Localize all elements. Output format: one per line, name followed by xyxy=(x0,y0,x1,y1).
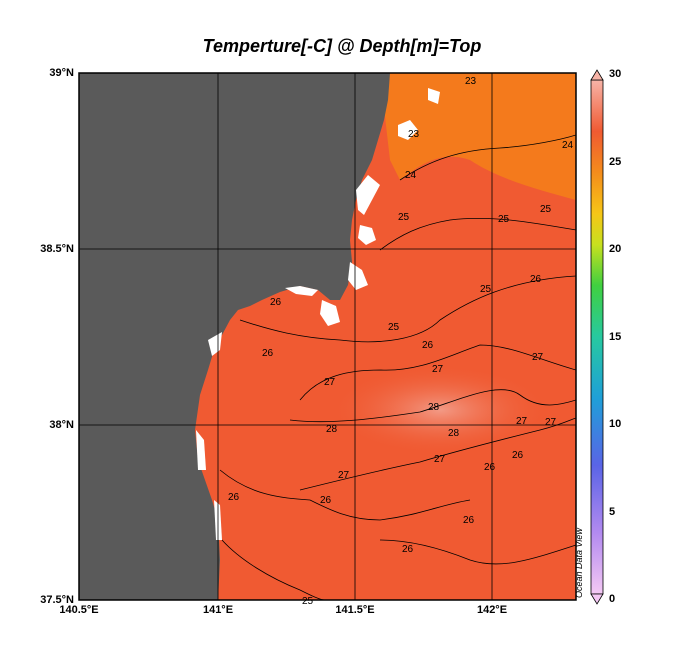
credit-label: Ocean Data View xyxy=(574,528,584,598)
contour-line xyxy=(219,469,471,521)
coastal-gap xyxy=(356,175,380,215)
contour-label: 26 xyxy=(402,544,414,555)
coastal-gap xyxy=(428,88,440,104)
contour-label: 27 xyxy=(516,416,528,427)
contour-label: 28 xyxy=(326,424,338,435)
contour-label: 27 xyxy=(434,454,446,465)
contour-label: 27 xyxy=(532,352,544,363)
colorbar xyxy=(590,69,604,605)
contour-label: 25 xyxy=(388,322,400,333)
contour-label: 26 xyxy=(422,340,434,351)
contour-line xyxy=(239,275,576,343)
contour-label: 26 xyxy=(320,495,332,506)
contour-label: 27 xyxy=(432,364,444,375)
contour-label: 25 xyxy=(480,284,492,295)
map-title: Temperture[-C] @ Depth[m]=Top xyxy=(202,36,482,56)
colorbar-label: 0 xyxy=(609,593,616,605)
contour-label: 26 xyxy=(512,450,524,461)
ocean-north-band xyxy=(380,73,576,200)
contour-label: 27 xyxy=(324,377,336,388)
contour-label: 26 xyxy=(262,348,274,359)
colorbar-label: 20 xyxy=(609,243,622,255)
lon-label: 141°E xyxy=(202,604,234,616)
warm-core xyxy=(330,365,550,455)
lat-label: 39°N xyxy=(49,67,74,79)
colorbar-label: 30 xyxy=(609,68,622,80)
lon-label: 141.5°E xyxy=(335,604,375,616)
colorbar-label: 15 xyxy=(609,331,622,343)
contour-label: 27 xyxy=(338,470,350,481)
coastal-gap xyxy=(358,225,376,245)
contour-label: 23 xyxy=(465,76,477,87)
contour-label: 28 xyxy=(448,428,460,439)
coastal-gap xyxy=(348,262,368,290)
lat-label: 38.5°N xyxy=(40,243,74,255)
contour-label: 24 xyxy=(562,140,574,151)
contour-label: 26 xyxy=(484,462,496,473)
contour-label: 25 xyxy=(398,212,410,223)
lat-label: 38°N xyxy=(49,419,74,431)
contour-label: 24 xyxy=(405,170,417,181)
contour-label: 28 xyxy=(428,402,440,413)
contour-line xyxy=(299,344,576,401)
contour-label: 26 xyxy=(270,297,282,308)
colorbar-label: 10 xyxy=(609,418,622,430)
coastal-gap xyxy=(285,286,318,296)
lat-label: 37.5°N xyxy=(40,594,74,606)
land-area xyxy=(79,73,390,600)
contour-label: 25 xyxy=(498,214,510,225)
map-frame xyxy=(78,72,577,601)
contour-label: 26 xyxy=(463,515,475,526)
contour-line xyxy=(289,389,576,423)
contour-line xyxy=(379,539,576,565)
lon-label: 142°E xyxy=(476,604,508,616)
contour-label: 26 xyxy=(530,274,542,285)
contour-line xyxy=(221,539,326,600)
coastal-gap xyxy=(398,120,418,140)
contour-label: 27 xyxy=(545,417,557,428)
coastal-gap xyxy=(196,430,206,470)
contour-label: 26 xyxy=(228,492,240,503)
lon-label: 140.5°E xyxy=(59,604,99,616)
contour-label: 25 xyxy=(540,204,552,215)
colorbar-label: 25 xyxy=(609,156,622,168)
contour-label: 23 xyxy=(408,129,420,140)
colorbar-label: 5 xyxy=(609,506,616,518)
coastal-gap xyxy=(208,332,222,356)
contour-line xyxy=(399,134,576,181)
contour-line xyxy=(379,217,576,251)
contour-label: 25 xyxy=(302,596,314,607)
coastal-gap xyxy=(320,300,340,326)
